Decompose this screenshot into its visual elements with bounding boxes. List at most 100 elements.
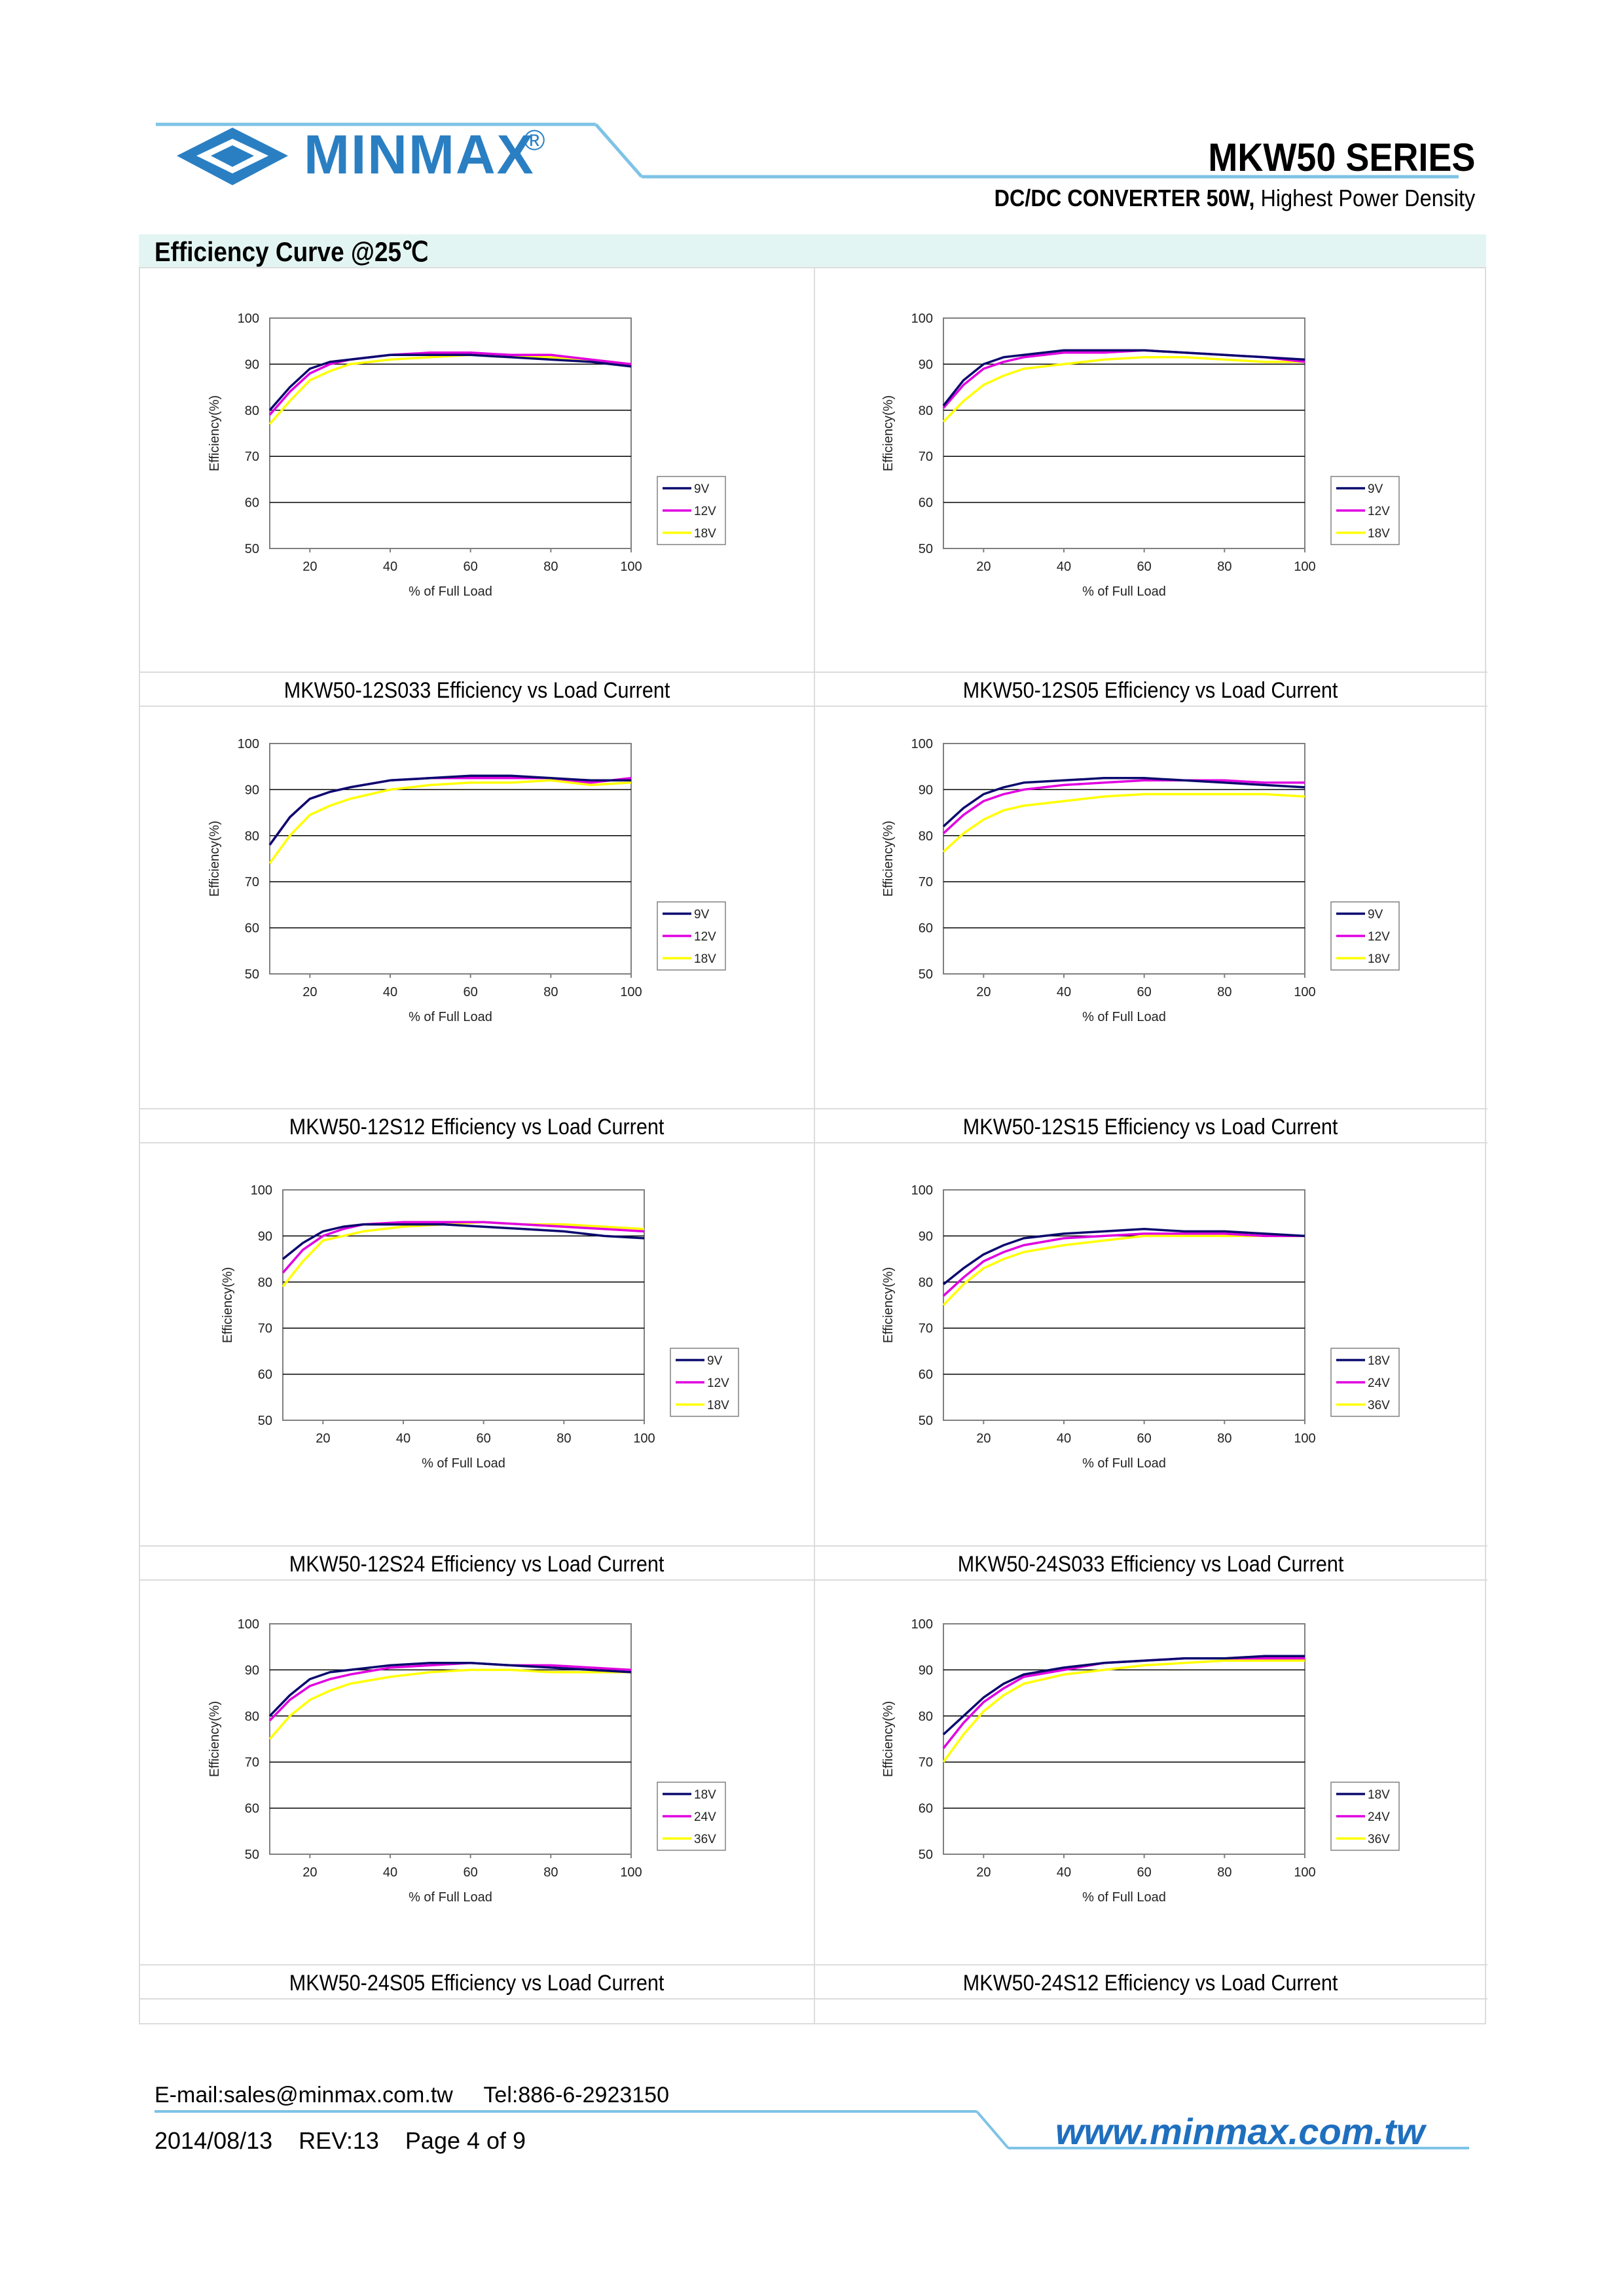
legend-label: 12V: [1368, 930, 1390, 944]
series-line-18V: [942, 1655, 1305, 1736]
series-line-18V: [282, 1221, 645, 1287]
series-line-9V: [268, 774, 631, 846]
y-tick-label: 90: [258, 1229, 272, 1244]
x-tick-label: 100: [1294, 560, 1315, 574]
x-tick-label: 20: [302, 985, 317, 999]
efficiency-chart: 50 60 70 80 90 100 20 40 60 80 100 % of Full Load Ef…: [208, 1617, 726, 1905]
y-tick-label: 70: [258, 1321, 272, 1336]
y-tick-label: 90: [245, 357, 259, 372]
series-line-12V: [942, 779, 1305, 834]
brand-name: MINMAX: [304, 124, 535, 185]
y-tick-label: 70: [245, 450, 259, 464]
y-tick-label: 50: [919, 1848, 933, 1862]
chart-caption-text: MKW50-24S12 Efficiency vs Load Current: [963, 1971, 1338, 1996]
x-axis-label: % of Full Load: [422, 1456, 505, 1471]
x-tick-label: 40: [396, 1431, 410, 1446]
legend-label: 24V: [1368, 1376, 1390, 1390]
legend-label: 12V: [694, 930, 716, 944]
x-tick-label: 100: [620, 985, 642, 999]
series-line-12V: [282, 1221, 645, 1274]
efficiency-chart: 50 60 70 80 90 100 20 40 60 80 100 % of Full Load Ef…: [208, 737, 726, 1024]
series-line-9V: [942, 349, 1305, 406]
legend-label: 9V: [1368, 482, 1383, 496]
series-line-9V: [282, 1223, 645, 1260]
legend-label: 9V: [707, 1354, 723, 1368]
y-tick-label: 90: [919, 1229, 933, 1244]
y-axis-label: Efficiency(%): [881, 821, 896, 897]
chart-caption: MKW50-24S05 Efficiency vs Load Current: [140, 1964, 814, 2000]
x-tick-label: 20: [976, 1865, 991, 1880]
legend-label: 12V: [1368, 505, 1390, 518]
y-tick-label: 70: [245, 875, 259, 889]
x-tick-label: 20: [316, 1431, 330, 1446]
chart-caption-text: MKW50-24S033 Efficiency vs Load Current: [957, 1552, 1344, 1577]
y-tick-label: 60: [245, 922, 259, 936]
y-tick-label: 100: [911, 1183, 933, 1198]
minmax-logo-icon: [177, 128, 288, 185]
legend-label: 18V: [1368, 1354, 1390, 1368]
series-line-12V: [268, 351, 632, 416]
registered-mark: ®: [524, 124, 545, 156]
series-line-24V: [942, 1232, 1305, 1297]
y-tick-label: 90: [245, 1663, 259, 1677]
chart-caption: MKW50-12S12 Efficiency vs Load Current: [140, 1108, 814, 1143]
y-tick-label: 100: [911, 1617, 933, 1632]
plot-area: [943, 1189, 1305, 1421]
y-axis-label: Efficiency(%): [881, 1701, 896, 1777]
y-tick-label: 100: [911, 737, 933, 751]
chart-caption-text: MKW50-12S24 Efficiency vs Load Current: [289, 1552, 665, 1577]
efficiency-chart: 50 60 70 80 90 100 20 40 60 80 100 % of Full Load Ef…: [881, 312, 1400, 599]
y-tick-label: 50: [245, 1848, 259, 1862]
x-axis-label: % of Full Load: [409, 1890, 492, 1905]
legend-label: 18V: [1368, 952, 1390, 966]
series-line-18V: [942, 1228, 1305, 1285]
x-tick-label: 40: [1057, 985, 1071, 999]
chart-caption: MKW50-12S033 Efficiency vs Load Current: [140, 672, 814, 707]
y-tick-label: 50: [919, 967, 933, 982]
x-axis-label: % of Full Load: [1082, 1456, 1166, 1471]
y-axis-label: Efficiency(%): [221, 1267, 235, 1343]
series-line-18V: [268, 1662, 632, 1717]
footer-website-link[interactable]: www.minmax.com.tw: [1055, 2111, 1425, 2152]
x-tick-label: 20: [976, 560, 991, 574]
x-tick-label: 40: [383, 985, 397, 999]
y-tick-label: 90: [919, 783, 933, 797]
chart-caption-text: MKW50-12S15 Efficiency vs Load Current: [963, 1115, 1338, 1139]
x-tick-label: 60: [477, 1431, 491, 1446]
chart-caption: MKW50-12S05 Efficiency vs Load Current: [814, 672, 1487, 707]
y-tick-label: 70: [919, 1755, 933, 1770]
x-tick-label: 80: [543, 985, 558, 999]
x-tick-label: 80: [543, 1865, 558, 1880]
x-axis-label: % of Full Load: [1082, 1010, 1166, 1024]
x-tick-label: 40: [1057, 1431, 1071, 1446]
x-tick-label: 60: [464, 560, 478, 574]
y-tick-label: 80: [919, 404, 933, 418]
legend-label: 18V: [694, 527, 716, 541]
legend-label: 18V: [1368, 527, 1390, 541]
section-title-bar: [139, 234, 1486, 267]
chart-caption: MKW50-24S033 Efficiency vs Load Current: [814, 1545, 1487, 1581]
y-tick-label: 90: [919, 1663, 933, 1677]
series-line-36V: [942, 1234, 1305, 1306]
y-tick-label: 80: [919, 829, 933, 844]
x-tick-label: 60: [464, 1865, 478, 1880]
y-tick-label: 100: [238, 312, 259, 326]
x-tick-label: 80: [1217, 985, 1231, 999]
y-tick-label: 50: [258, 1414, 272, 1428]
footer-contact: E-mail:sales@minmax.com.tw Tel:886-6-292…: [155, 2083, 669, 2108]
y-tick-label: 80: [245, 829, 259, 844]
x-tick-label: 80: [1217, 1865, 1231, 1880]
x-tick-label: 60: [1137, 1865, 1152, 1880]
y-tick-label: 60: [245, 496, 259, 511]
y-tick-label: 80: [245, 1710, 259, 1724]
x-tick-label: 80: [1217, 1431, 1231, 1446]
y-axis-label: Efficiency(%): [208, 395, 222, 471]
x-tick-label: 100: [1294, 1431, 1315, 1446]
series-line-18V: [268, 353, 632, 425]
x-tick-label: 100: [1294, 1865, 1315, 1880]
series-line-9V: [942, 777, 1305, 827]
y-tick-label: 50: [245, 542, 259, 556]
y-axis-label: Efficiency(%): [881, 395, 896, 471]
y-tick-label: 70: [245, 1755, 259, 1770]
legend-label: 24V: [694, 1810, 716, 1824]
